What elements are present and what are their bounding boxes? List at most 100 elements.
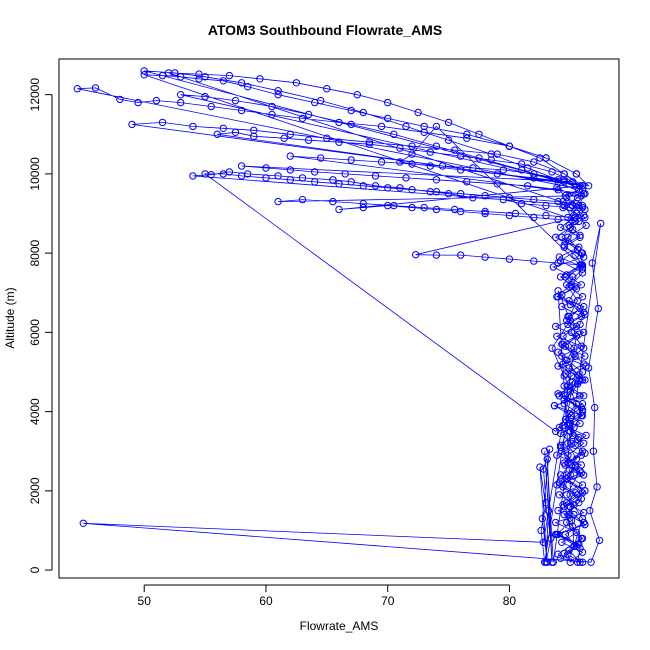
data-point [250, 132, 258, 141]
data-point [420, 203, 428, 212]
data-point [463, 178, 471, 186]
data-point [567, 281, 576, 289]
data-point [563, 316, 571, 325]
data-point [274, 172, 282, 180]
data-point [225, 71, 234, 80]
data-point [577, 342, 585, 350]
data-point [575, 201, 583, 210]
data-point [560, 459, 568, 467]
data-point [570, 510, 578, 519]
data-point [359, 199, 367, 208]
data-point [412, 251, 420, 259]
y-tick-label: 10000 [28, 157, 42, 191]
data-point [426, 148, 434, 156]
data-point [262, 174, 270, 182]
data-point [274, 87, 282, 95]
data-point [550, 402, 559, 410]
data-point [329, 176, 337, 184]
data-point [444, 136, 453, 144]
data-point [463, 134, 471, 142]
data-point [549, 558, 557, 566]
data-point [587, 558, 595, 566]
data-point [554, 390, 562, 398]
data-point [578, 368, 587, 376]
x-axis-label: Flowrate_AMS [300, 619, 379, 633]
data-point [591, 403, 599, 412]
data-point [595, 536, 604, 545]
data-point [542, 201, 550, 210]
data-point [555, 491, 563, 499]
data-point [561, 342, 570, 350]
data-point [195, 75, 203, 83]
data-point [530, 170, 538, 178]
data-point [581, 487, 589, 495]
data-point [580, 328, 588, 337]
data-point [581, 213, 589, 222]
data-point [576, 261, 584, 269]
data-point [577, 403, 585, 412]
data-point [547, 534, 555, 543]
data-point [530, 195, 538, 204]
data-point [575, 217, 583, 226]
data-point [542, 211, 550, 220]
y-axis-label: Altitude (m) [3, 287, 17, 348]
data-point [548, 168, 556, 176]
data-point [554, 186, 562, 194]
data-point [564, 439, 572, 447]
y-tick-label: 0 [28, 566, 42, 573]
series-0 [73, 67, 605, 566]
data-point [565, 546, 573, 554]
plot-data [73, 67, 605, 566]
data-point [542, 499, 550, 507]
data-point [563, 518, 571, 527]
data-point [219, 124, 228, 133]
data-point [555, 479, 563, 487]
data-point [566, 223, 574, 232]
data-point [554, 348, 562, 356]
data-point [298, 174, 307, 182]
data-point [561, 461, 570, 469]
data-point [274, 197, 282, 206]
y-tick-label: 6000 [28, 319, 42, 346]
data-point [581, 310, 589, 319]
data-point [377, 122, 386, 131]
data-point [558, 291, 566, 299]
data-point [469, 164, 477, 172]
data-point [578, 489, 587, 497]
data-point [237, 106, 246, 115]
data-point [554, 362, 562, 370]
y-axis: 0 2000 4000 6000 8000 10000 12000 [28, 78, 53, 573]
data-point [268, 110, 276, 119]
data-point [457, 207, 465, 216]
data-point [580, 253, 588, 261]
data-point [565, 409, 573, 418]
data-point [563, 194, 571, 202]
data-point [573, 297, 582, 305]
data-point [559, 360, 567, 368]
data-point [128, 120, 136, 129]
data-point [457, 251, 465, 259]
x-tick-label: 80 [503, 594, 517, 608]
data-point [586, 506, 594, 515]
data-point [558, 340, 566, 348]
data-point [576, 304, 584, 313]
data-point [140, 71, 148, 79]
data-point [578, 376, 587, 384]
data-point [578, 447, 587, 455]
data-point [577, 469, 585, 477]
data-point [575, 433, 583, 442]
data-point [542, 154, 550, 162]
data-point [572, 170, 581, 178]
data-point [580, 308, 588, 317]
data-point [432, 176, 441, 184]
data-point [365, 138, 374, 146]
data-point [311, 178, 319, 186]
data-point [396, 184, 404, 192]
data-point [560, 400, 568, 408]
data-point [566, 419, 574, 428]
data-point [384, 184, 392, 192]
data-point [517, 166, 526, 174]
plot-frame [58, 58, 620, 579]
data-point [256, 75, 264, 83]
data-point [298, 114, 307, 123]
